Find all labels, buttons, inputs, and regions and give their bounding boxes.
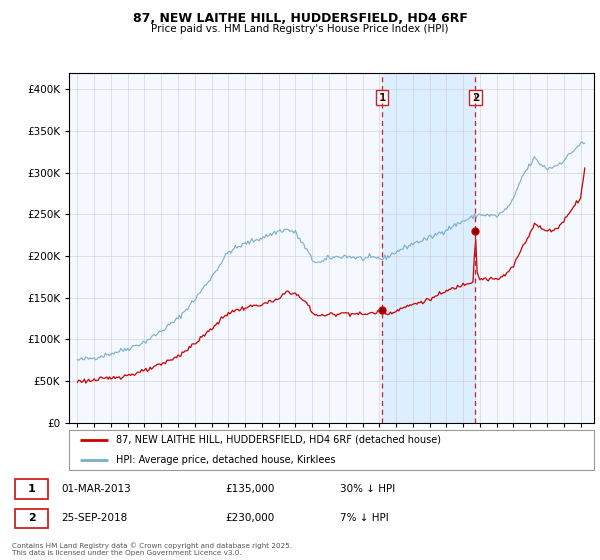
- Text: HPI: Average price, detached house, Kirklees: HPI: Average price, detached house, Kirk…: [116, 455, 336, 465]
- Text: 1: 1: [379, 93, 386, 103]
- Text: Contains HM Land Registry data © Crown copyright and database right 2025.
This d: Contains HM Land Registry data © Crown c…: [12, 542, 292, 556]
- Text: £135,000: £135,000: [225, 484, 274, 494]
- Text: 30% ↓ HPI: 30% ↓ HPI: [340, 484, 395, 494]
- Text: Price paid vs. HM Land Registry's House Price Index (HPI): Price paid vs. HM Land Registry's House …: [151, 24, 449, 34]
- Text: 7% ↓ HPI: 7% ↓ HPI: [340, 514, 389, 524]
- FancyBboxPatch shape: [69, 430, 594, 470]
- FancyBboxPatch shape: [15, 508, 48, 528]
- Text: 25-SEP-2018: 25-SEP-2018: [61, 514, 127, 524]
- Bar: [382, 73, 475, 423]
- FancyBboxPatch shape: [15, 479, 48, 498]
- Text: 87, NEW LAITHE HILL, HUDDERSFIELD, HD4 6RF (detached house): 87, NEW LAITHE HILL, HUDDERSFIELD, HD4 6…: [116, 435, 441, 445]
- Text: £230,000: £230,000: [225, 514, 274, 524]
- Text: 2: 2: [28, 514, 35, 524]
- Text: 1: 1: [28, 484, 35, 494]
- Text: 01-MAR-2013: 01-MAR-2013: [61, 484, 131, 494]
- Text: 87, NEW LAITHE HILL, HUDDERSFIELD, HD4 6RF: 87, NEW LAITHE HILL, HUDDERSFIELD, HD4 6…: [133, 12, 467, 25]
- Text: 2: 2: [472, 93, 479, 103]
